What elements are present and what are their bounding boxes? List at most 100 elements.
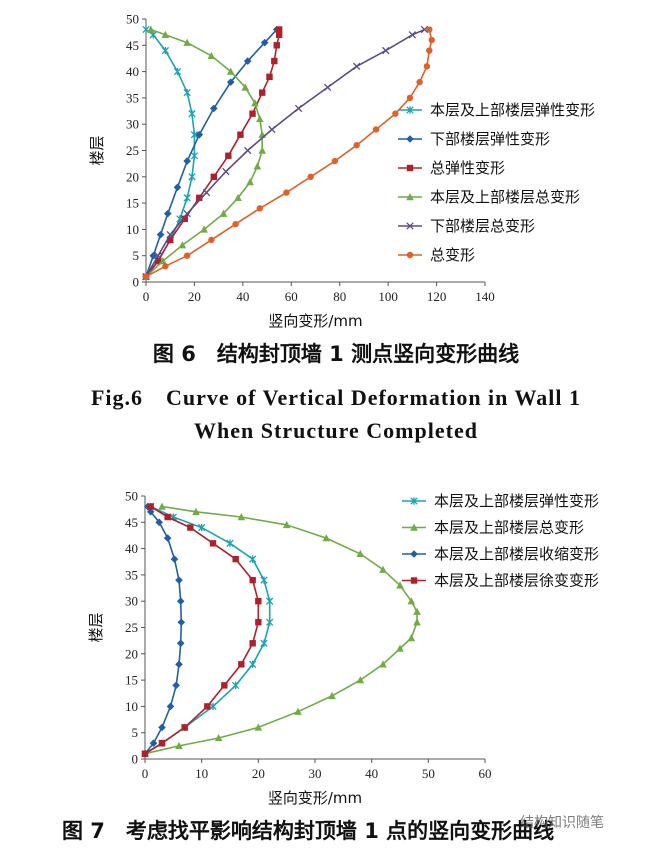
fig7-legend-item: 本层及上部楼层总变形 [402,519,584,537]
fig6-legend-item: 下部楼层总变形 [398,217,535,235]
fig7-series-line [144,505,271,755]
fig7-y-tick-label: 50 [125,489,138,504]
fig6-legend-label: 下部楼层弹性变形 [430,130,550,148]
fig6-data-point [161,30,170,38]
fig6-x-tick-label: 60 [285,289,298,304]
fig7-series-2 [141,502,421,757]
fig7-data-point [147,503,154,510]
fig7-data-point [266,618,274,626]
fig6-series-line [145,28,278,277]
fig7-y-tick-label: 0 [132,752,139,767]
fig6-data-point [173,183,182,192]
fig6-x-tick-label: 80 [333,289,346,304]
fig7-data-point [379,565,387,573]
fig6-data-point [219,209,228,217]
fig7-data-point [232,555,239,563]
fig7-data-point [254,723,263,731]
fig6-x-axis-title: 竖向变形/mm [268,312,362,330]
fig6-data-point [353,142,360,149]
figure-7-chart: 0 5 10 15 20 25 30 35 40 45 50 0 10 20 30 40 50 60 竖向变形/mm… [87,489,599,808]
fig7-y-tick-label: 30 [125,594,138,609]
fig7-series-3 [141,502,186,758]
fig6-data-point [208,236,215,244]
fig6-data-point [372,126,380,133]
fig6-x-tick-label: 40 [236,289,249,304]
fig7-y-tick-label: 45 [125,515,138,530]
fig6-legend-marker [406,106,414,114]
fig6-data-point [195,130,204,139]
fig7-legend-item: 本层及上部楼层收缩变形 [402,545,599,563]
fig6-data-point [273,42,280,49]
fig7-data-point [413,618,421,626]
fig6-data-point [283,189,290,196]
fig6-x-tick-label: 120 [427,289,447,304]
fig7-y-tick-label: 40 [125,541,138,556]
fig6-legend-marker [406,193,414,201]
fig6-data-point [259,89,266,96]
fig6-data-point [246,178,254,186]
fig6-data-point [183,194,191,202]
fig6-data-point [266,73,273,81]
fig6-legend-marker [406,222,414,230]
fig6-data-point [183,157,191,165]
fig6-data-point [181,215,188,223]
fig7-series-line [144,506,183,755]
fig6-y-tick-label: 30 [126,117,139,132]
fig6-data-point [268,125,276,134]
fig6-data-point [323,83,332,92]
fig6-y-tick-label: 40 [126,64,139,79]
fig7-data-point [356,549,365,558]
fig6-data-point [207,51,216,60]
fig6-legend-label: 下部楼层总变形 [430,217,535,235]
fig7-x-tick-label: 60 [479,766,492,781]
fig6-y-tick-label: 25 [126,143,139,158]
fig6-data-point [163,209,172,218]
fig7-data-point [413,607,421,615]
fig7-data-point [249,640,256,647]
fig6-series-line [145,28,263,278]
fig7-data-point [170,555,179,563]
fig6-data-point [256,205,264,212]
fig7-data-point [158,740,166,747]
fig7-x-tick-label: 0 [142,766,149,781]
fig6-legend-item: 总变形 [398,246,475,264]
fig7-legend-marker [410,523,418,531]
fig6-y-tick-label: 0 [133,275,140,290]
fig7-legend-label: 本层及上部楼层总变形 [434,519,584,537]
fig6-data-point [183,252,191,259]
fig6-y-tick-label: 35 [126,90,139,105]
fig7-x-tick-label: 20 [252,766,265,781]
fig7-data-point [249,576,256,584]
fig6-data-point [154,252,162,260]
fig7-data-point [249,555,257,563]
fig6-data-point [149,251,158,260]
fig6-data-point [156,230,165,239]
fig6-data-point [258,146,267,154]
fig6-data-point [190,131,199,139]
fig6-data-point [162,263,169,270]
fig6-data-point [428,36,435,44]
fig7-legend-label: 本层及上部楼层收缩变形 [434,545,599,563]
fig7-data-point [249,660,257,669]
fig7-data-point [226,539,234,548]
fig7-data-point [214,733,223,742]
fig7-data-point [176,639,185,648]
fig6-data-point [222,167,230,176]
fig6-data-point [237,131,244,138]
fig7-data-point [260,639,268,647]
fig7-legend: 本层及上部楼层弹性变形本层及上部楼层总变形本层及上部楼层收缩变形本层及上部楼层徐… [402,492,599,590]
fig6-data-point [159,256,167,265]
fig7-data-point [238,661,245,668]
fig6-data-point [416,78,423,86]
fig6-series-6 [142,26,435,280]
fig7-y-tick-label: 15 [125,673,138,688]
fig6-data-point [275,26,283,33]
fig6-legend-marker [406,164,414,172]
fig7-data-point [232,681,240,690]
fig7-data-point [255,619,262,626]
fig7-data-point [255,598,262,605]
fig7-data-point [149,739,158,748]
fig6-data-point [200,225,208,233]
fig7-data-point [166,702,175,711]
fig6-legend-label: 总弹性变形 [430,159,505,177]
